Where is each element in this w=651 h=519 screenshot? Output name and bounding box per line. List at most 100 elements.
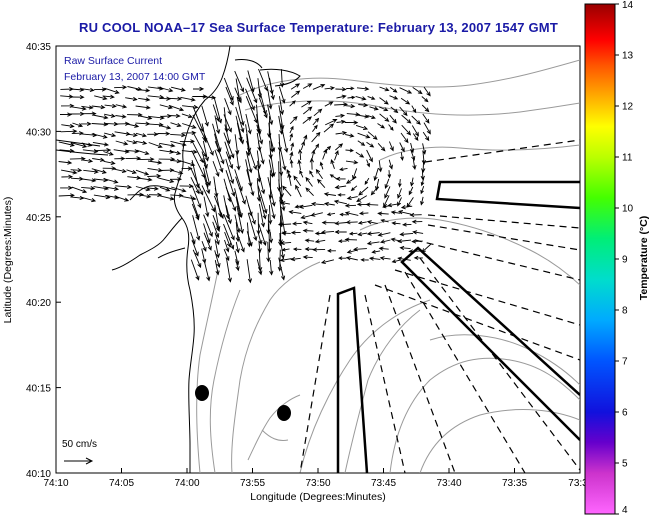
- current-vector: [257, 231, 263, 245]
- current-vector: [400, 97, 411, 105]
- current-vector: [115, 184, 133, 190]
- current-vector: [366, 220, 378, 225]
- current-vector: [125, 123, 140, 128]
- y-tick-label: 40:15: [26, 384, 51, 395]
- current-vector: [223, 132, 235, 159]
- current-vector: [366, 159, 371, 168]
- current-vector: [81, 105, 94, 110]
- current-vector: [336, 94, 347, 99]
- current-vector: [191, 239, 199, 257]
- current-vector: [379, 97, 389, 105]
- current-vector: [236, 232, 245, 253]
- current-vector: [246, 77, 258, 104]
- y-tick-label: 40:30: [26, 127, 51, 138]
- colorbar-tick-label: 8: [622, 306, 628, 317]
- current-vector: [136, 149, 150, 156]
- current-vector: [213, 195, 224, 220]
- current-vector: [358, 102, 369, 108]
- current-vector: [201, 105, 209, 127]
- current-vector: [203, 160, 212, 187]
- current-vector: [289, 100, 296, 107]
- current-vector: [420, 196, 424, 206]
- current-vector: [329, 174, 337, 179]
- current-vector: [344, 237, 358, 242]
- current-vector: [410, 149, 416, 161]
- current-vector: [135, 88, 151, 93]
- colorbar-tick-label: 10: [622, 204, 634, 215]
- current-vector: [367, 114, 376, 119]
- current-vector: [269, 259, 274, 276]
- current-vector: [137, 194, 152, 199]
- current-vector: [422, 143, 427, 155]
- current-vector: [191, 185, 202, 209]
- current-vector: [223, 223, 235, 250]
- current-vector: [292, 221, 302, 226]
- current-vector: [191, 140, 204, 164]
- current-vector: [412, 230, 424, 235]
- current-vector: [224, 124, 231, 145]
- current-vector: [104, 113, 116, 118]
- current-vector: [170, 140, 187, 147]
- current-vector: [203, 223, 211, 244]
- current-vector: [81, 158, 94, 164]
- current-vector: [335, 176, 346, 182]
- current-vector: [355, 124, 369, 130]
- current-vector: [159, 195, 175, 201]
- current-vector: [190, 176, 200, 195]
- current-vector: [357, 140, 366, 146]
- current-vector: [61, 123, 75, 129]
- current-vector: [289, 133, 293, 142]
- current-vector: [70, 168, 83, 173]
- current-vector: [147, 186, 159, 191]
- current-vector: [212, 104, 220, 122]
- current-vector: [379, 86, 390, 92]
- current-vector: [366, 141, 375, 148]
- current-vector: [246, 140, 258, 171]
- current-vector: [235, 241, 240, 254]
- current-vector: [266, 214, 271, 235]
- current-vector: [103, 160, 116, 166]
- current-vector: [391, 221, 401, 226]
- current-vector: [314, 231, 325, 236]
- x-tick-label: 73:45: [371, 478, 396, 489]
- current-vector: [277, 222, 292, 227]
- current-vector: [256, 124, 264, 145]
- current-vector: [377, 232, 391, 237]
- current-vector: [115, 104, 128, 109]
- current-vector: [181, 113, 193, 119]
- current-vector: [257, 142, 265, 165]
- current-vector: [58, 160, 73, 165]
- current-vector: [70, 106, 87, 111]
- current-vector: [384, 186, 391, 199]
- current-vector: [289, 115, 298, 125]
- current-vector: [280, 123, 289, 153]
- current-vector: [309, 170, 314, 178]
- current-vector: [298, 204, 313, 209]
- colorbar-tick-label: 6: [622, 408, 628, 419]
- current-vector: [390, 106, 399, 114]
- current-vector: [269, 77, 275, 101]
- current-vector: [421, 151, 426, 165]
- x-axis-label: Longitude (Degrees:Minutes): [250, 491, 385, 503]
- current-vector: [420, 177, 425, 187]
- current-vector: [358, 114, 370, 119]
- current-vector: [334, 102, 349, 107]
- current-vector: [313, 108, 323, 117]
- current-vector: [246, 259, 253, 284]
- current-vector: [411, 105, 417, 114]
- current-vector: [323, 192, 336, 197]
- current-vector: [226, 258, 232, 283]
- current-vector: [345, 148, 355, 153]
- current-vector: [257, 240, 262, 254]
- current-vector: [190, 259, 200, 281]
- current-vector: [135, 105, 151, 110]
- current-vector: [268, 231, 274, 244]
- current-vector: [388, 141, 394, 152]
- current-vector: [225, 187, 237, 212]
- current-vector: [201, 185, 216, 213]
- current-vector: [401, 114, 412, 124]
- current-vector: [170, 122, 182, 127]
- colorbar-label: Temperature (°C): [638, 216, 650, 301]
- current-vector: [203, 133, 214, 156]
- current-vector: [367, 131, 378, 140]
